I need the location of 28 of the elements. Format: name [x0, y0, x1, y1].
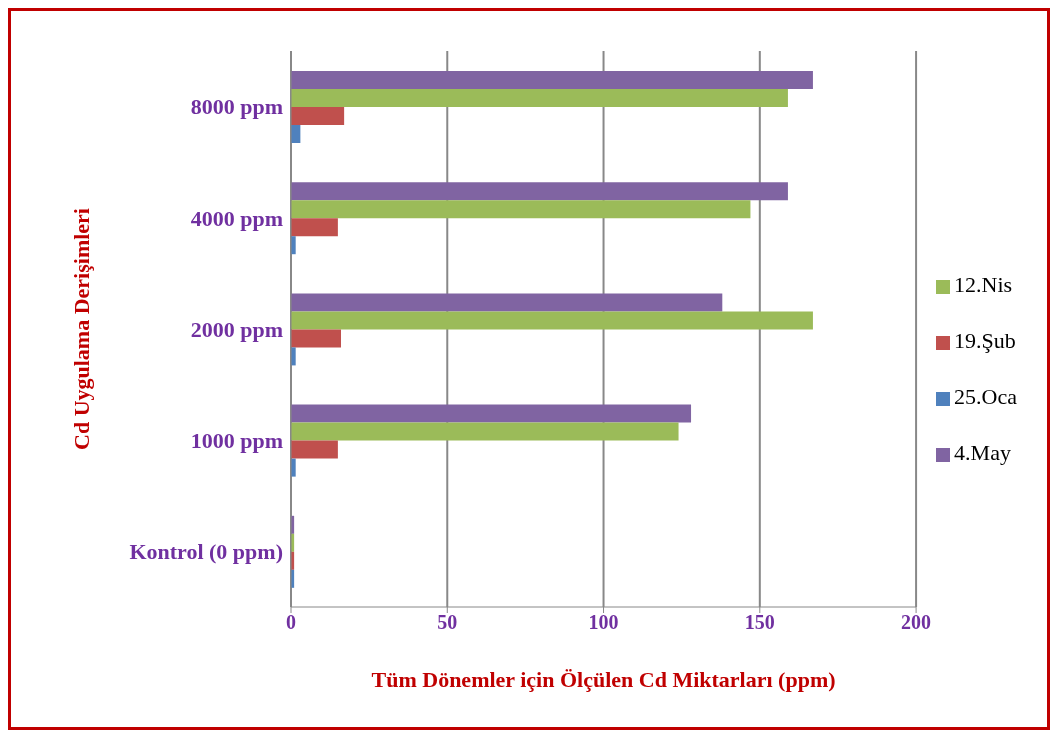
legend-label: 19.Şub — [954, 328, 1016, 353]
bar — [291, 404, 692, 423]
y-tick-label: 1000 ppm — [190, 428, 283, 454]
legend-label: 12.Nis — [954, 272, 1013, 297]
bar — [291, 293, 723, 312]
y-axis-title: Cd Uygulama Derişimleri — [68, 208, 94, 450]
y-tick-label: 2000 ppm — [190, 316, 283, 342]
y-tick-label: 8000 ppm — [190, 94, 283, 120]
x-tick-label: 150 — [744, 611, 775, 634]
bar — [291, 218, 338, 237]
bar — [291, 107, 345, 126]
y-tick-label: 4000 ppm — [190, 205, 283, 231]
x-tick-label: 0 — [286, 611, 296, 634]
bar — [291, 71, 813, 90]
x-tick-label: 200 — [901, 611, 932, 634]
bar — [291, 89, 788, 108]
bar — [291, 440, 338, 459]
bar — [291, 329, 342, 348]
legend-label: 4.May — [954, 440, 1011, 465]
bar — [291, 311, 813, 330]
x-tick-label: 100 — [588, 611, 619, 634]
legend-label: 25.Oca — [954, 384, 1017, 409]
y-tick-label: Kontrol (0 ppm) — [129, 539, 283, 565]
x-tick-label: 50 — [437, 611, 458, 634]
x-axis-title: Tüm Dönemler için Ölçülen Cd Miktarları (ppm) — [371, 667, 836, 692]
bar — [291, 200, 751, 219]
bar — [291, 182, 788, 201]
bar — [291, 422, 679, 441]
